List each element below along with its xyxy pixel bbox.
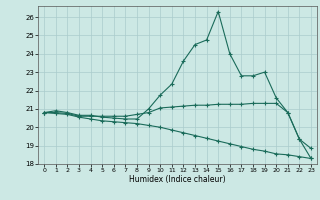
X-axis label: Humidex (Indice chaleur): Humidex (Indice chaleur) xyxy=(129,175,226,184)
